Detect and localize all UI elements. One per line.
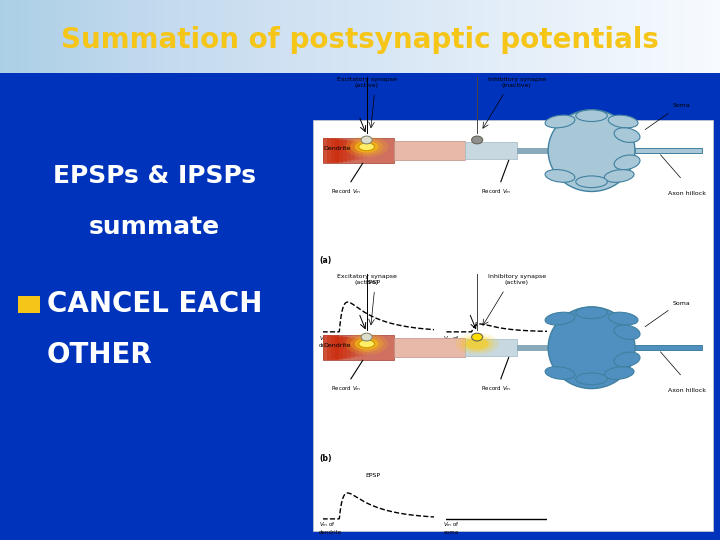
Bar (335, 140, 351, 161)
Ellipse shape (545, 312, 575, 325)
Bar (313, 120, 713, 531)
Text: (b): (b) (319, 454, 332, 463)
Bar (323, 335, 339, 360)
Ellipse shape (608, 115, 638, 128)
Text: (a): (a) (319, 256, 331, 266)
Ellipse shape (472, 333, 482, 341)
Text: Record $V_m$: Record $V_m$ (481, 187, 511, 197)
Ellipse shape (361, 136, 372, 144)
Text: $V_m$ of
dendrite: $V_m$ of dendrite (319, 334, 342, 348)
Text: summate: summate (89, 215, 220, 239)
Text: Summation of postsynaptic potentials: Summation of postsynaptic potentials (61, 26, 659, 54)
Text: Record $V_m$: Record $V_m$ (481, 384, 511, 394)
Circle shape (461, 336, 494, 352)
Circle shape (345, 136, 388, 158)
Ellipse shape (545, 115, 575, 128)
Ellipse shape (545, 170, 575, 183)
Circle shape (359, 143, 374, 151)
Text: Axon hillock: Axon hillock (668, 191, 706, 196)
Ellipse shape (361, 333, 372, 341)
Text: EPSPs & IPSPs: EPSPs & IPSPs (53, 164, 256, 188)
Text: Record $V_m$: Record $V_m$ (331, 384, 361, 394)
Bar (347, 339, 363, 357)
Ellipse shape (614, 155, 640, 170)
Circle shape (350, 336, 383, 352)
Ellipse shape (472, 136, 482, 144)
Text: $V_m$ of
soma: $V_m$ of soma (444, 334, 460, 348)
Text: Dendrite: Dendrite (323, 146, 351, 151)
Circle shape (350, 139, 383, 155)
Bar (327, 336, 343, 360)
Ellipse shape (614, 352, 640, 367)
Bar (339, 338, 355, 358)
Text: Inhibitory synapse
(inactive): Inhibitory synapse (inactive) (487, 77, 546, 87)
Text: $V_m$ of
soma: $V_m$ of soma (444, 521, 460, 535)
Text: Record $V_m$: Record $V_m$ (331, 187, 361, 197)
Bar (18, 296, 40, 313)
Bar (343, 141, 359, 160)
Ellipse shape (548, 110, 635, 192)
Ellipse shape (614, 325, 640, 340)
Text: Excitatory synapse
(active): Excitatory synapse (active) (337, 274, 397, 285)
Text: Soma: Soma (672, 301, 690, 306)
Text: Axon hillock: Axon hillock (668, 388, 706, 393)
Bar (635, 345, 702, 350)
Bar (465, 340, 516, 356)
Bar (323, 335, 395, 360)
Text: $V_m$ of
dendrite: $V_m$ of dendrite (319, 521, 342, 535)
Text: EPSP: EPSP (365, 280, 380, 285)
Circle shape (456, 333, 499, 355)
Ellipse shape (548, 307, 635, 389)
Text: Inhibitory synapse
(active): Inhibitory synapse (active) (487, 274, 546, 285)
Ellipse shape (576, 176, 608, 187)
Bar (331, 336, 347, 359)
Text: Soma: Soma (672, 104, 690, 109)
Circle shape (355, 338, 379, 350)
Bar (323, 138, 339, 163)
Bar (516, 345, 556, 350)
Bar (343, 338, 359, 357)
Ellipse shape (545, 367, 575, 380)
Bar (465, 143, 516, 159)
Text: EPSP: EPSP (365, 473, 380, 478)
Text: Dendrite: Dendrite (323, 343, 351, 348)
Bar (351, 339, 366, 356)
Circle shape (345, 333, 388, 355)
Text: Excitatory synapse
(active): Excitatory synapse (active) (337, 77, 397, 87)
Bar (395, 338, 465, 357)
Bar (331, 139, 347, 162)
Circle shape (355, 141, 379, 153)
Text: CANCEL EACH: CANCEL EACH (47, 290, 262, 318)
Bar (395, 141, 465, 160)
Ellipse shape (608, 312, 638, 325)
Bar (339, 140, 355, 161)
Text: OTHER: OTHER (47, 341, 153, 369)
Ellipse shape (576, 373, 608, 384)
Bar (635, 148, 702, 153)
Bar (516, 148, 556, 153)
Circle shape (359, 340, 374, 348)
Ellipse shape (614, 128, 640, 143)
Bar (327, 139, 343, 163)
Ellipse shape (576, 307, 608, 319)
Bar (323, 138, 395, 163)
Ellipse shape (576, 110, 608, 122)
Ellipse shape (604, 367, 634, 380)
Circle shape (465, 338, 489, 350)
Bar (335, 337, 351, 359)
Bar (351, 142, 366, 159)
Ellipse shape (604, 170, 634, 183)
Bar (347, 141, 363, 160)
